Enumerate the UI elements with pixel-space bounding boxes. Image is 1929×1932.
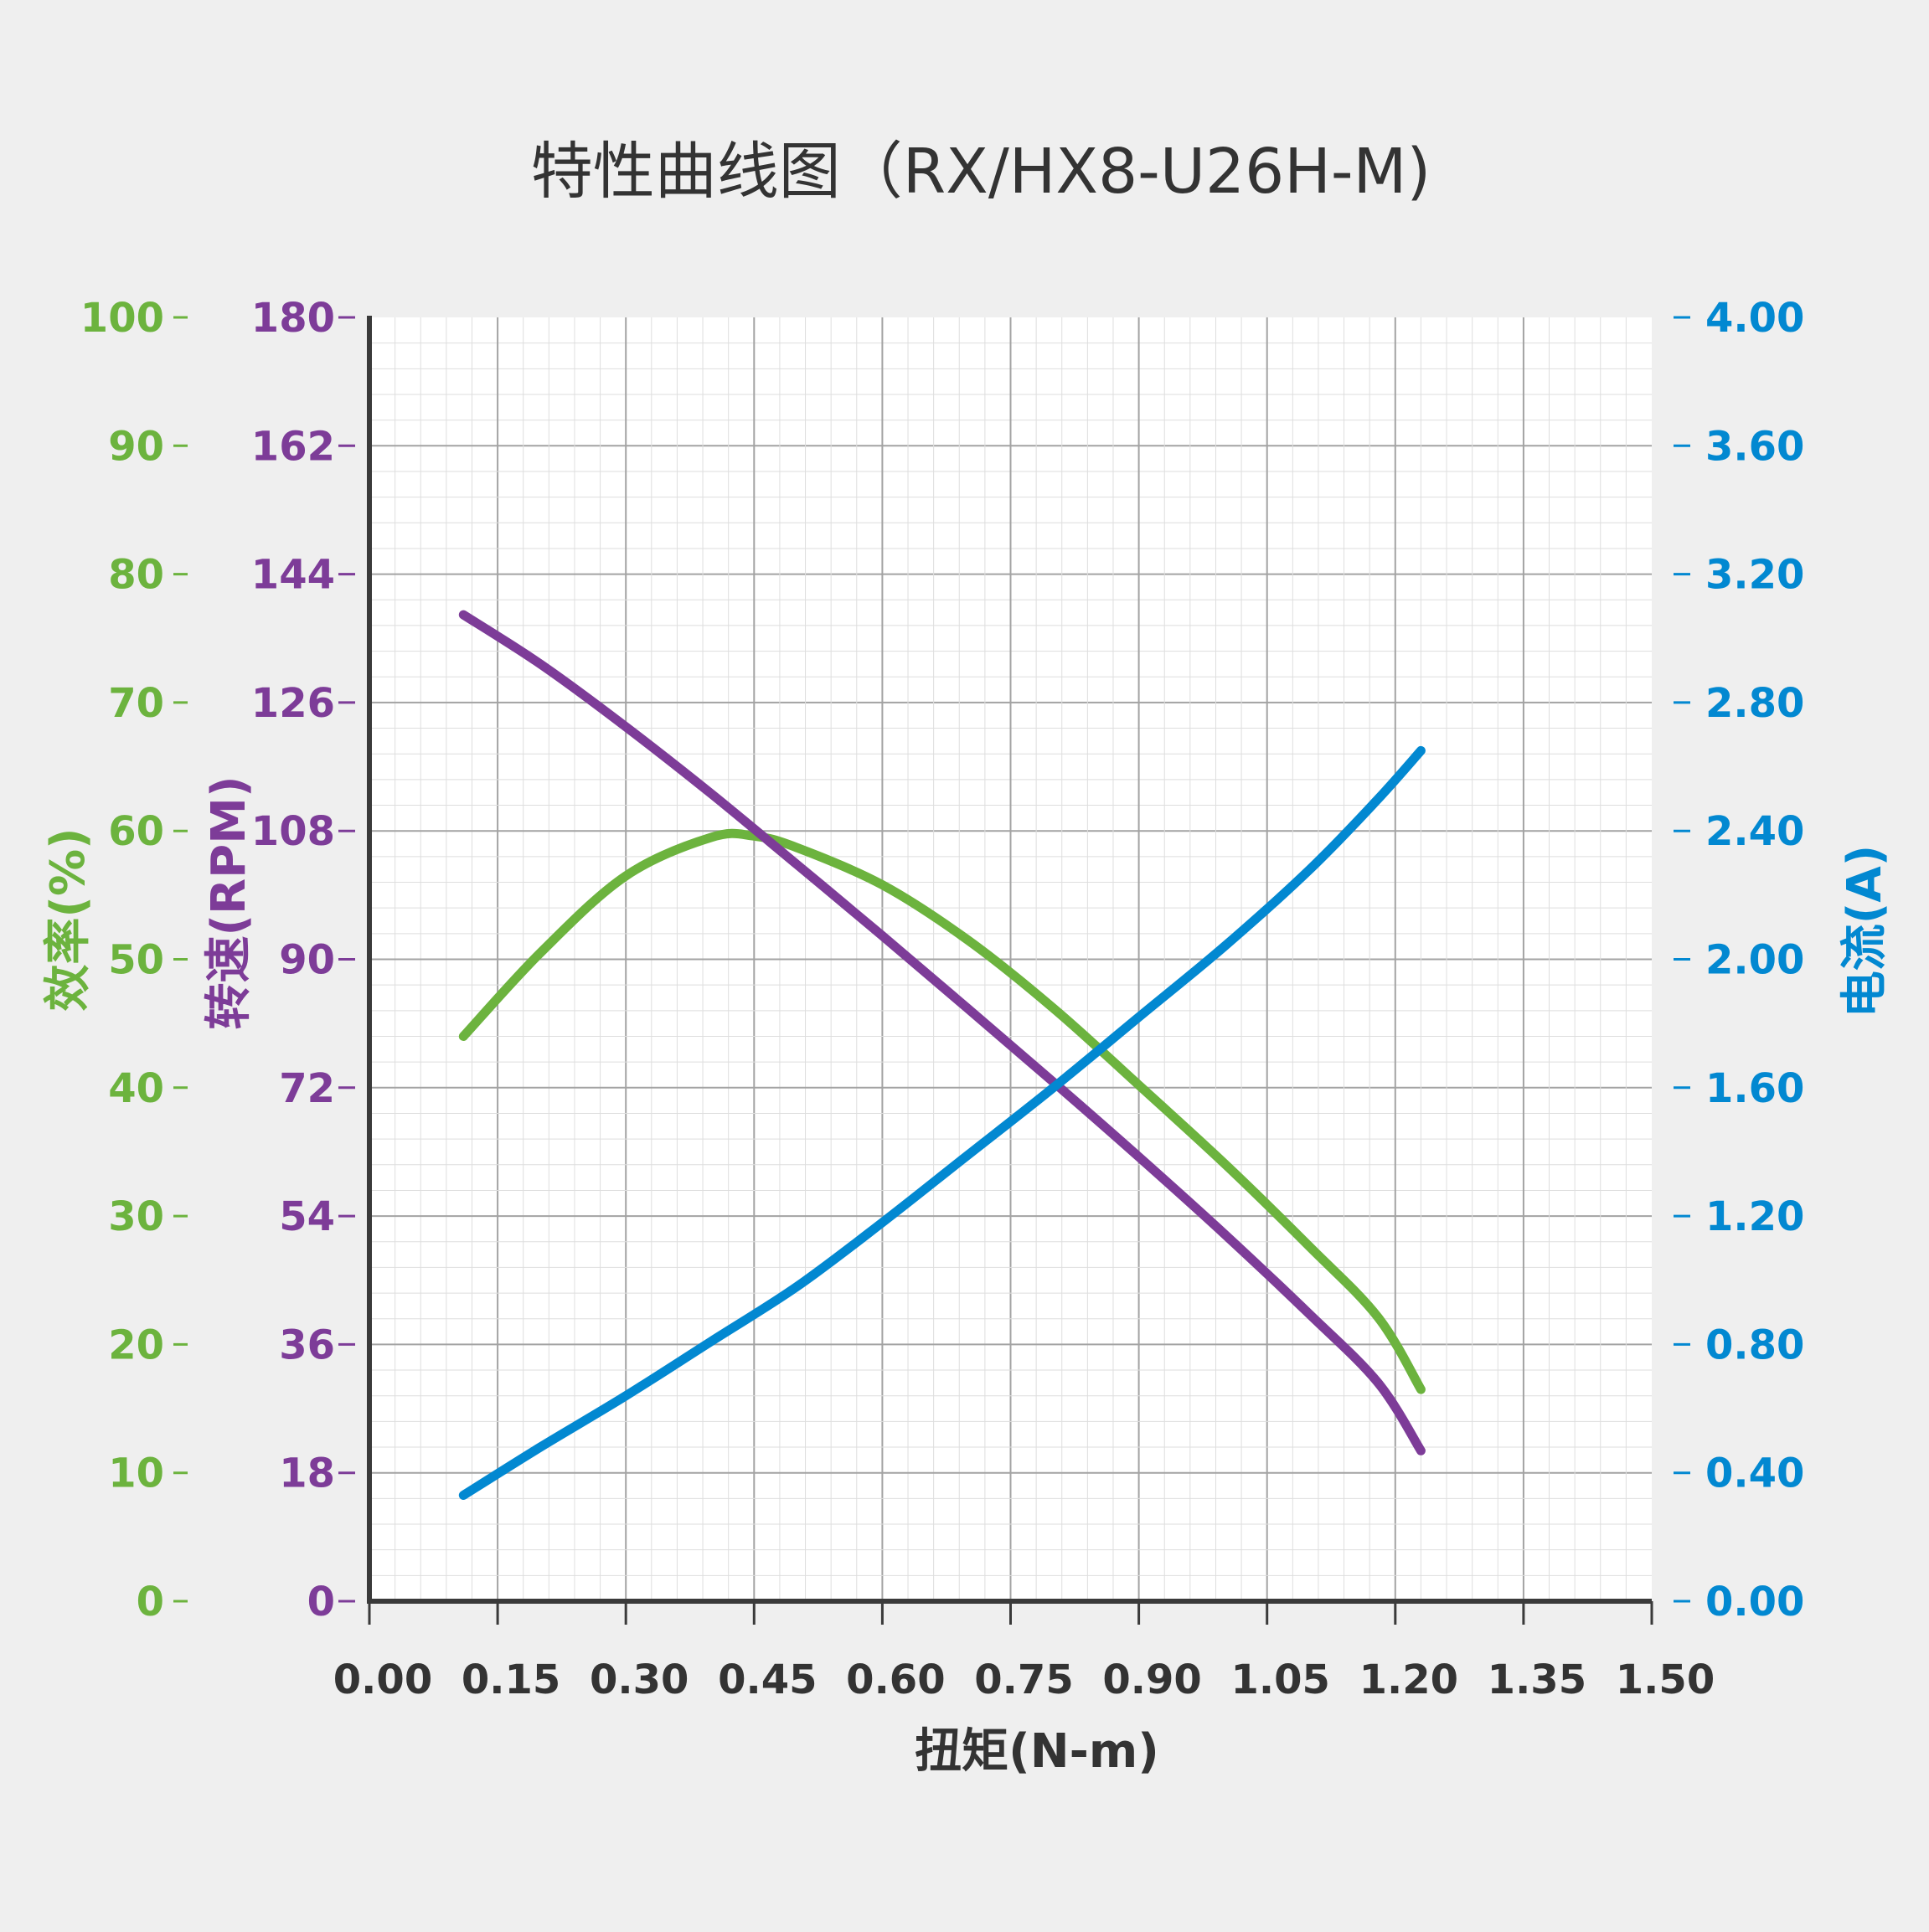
speed-tick-label: 18: [279, 1450, 335, 1497]
current-tick-label: 3.60: [1705, 423, 1804, 470]
current-tick-label: 2.00: [1705, 937, 1804, 984]
x-tick-label: 0.60: [846, 1656, 945, 1703]
efficiency-tick-label: 70: [108, 680, 164, 727]
current-series-line: [458, 745, 1426, 1500]
efficiency-tick-label: 90: [108, 423, 164, 470]
current-tick-label: 3.20: [1705, 552, 1804, 599]
x-tick-label: 0.15: [462, 1656, 560, 1703]
x-tick-label: 0.90: [1102, 1656, 1201, 1703]
current-tick-label: 0.40: [1705, 1450, 1804, 1497]
current-axis-title: 电流(A): [1838, 845, 1892, 1018]
efficiency-tick-label: 80: [108, 552, 164, 599]
chart-title: 特性曲线图（RX/HX8-U26H-M): [531, 136, 1431, 208]
x-tick-label: 1.50: [1616, 1656, 1715, 1703]
current-tick-label: 1.20: [1705, 1193, 1804, 1240]
x-tick-label: 0.75: [974, 1656, 1073, 1703]
x-axis-title: 扭矩(N-m): [915, 1724, 1159, 1779]
efficiency-tick-label: 10: [108, 1450, 164, 1497]
speed-tick-label: 162: [251, 423, 335, 470]
efficiency-series-line: [458, 828, 1426, 1394]
efficiency-axis-title: 效率(%): [41, 827, 95, 1011]
current-tick-label: 0.80: [1705, 1321, 1804, 1368]
grid: [369, 317, 1652, 1601]
x-tick-label: 1.05: [1230, 1656, 1329, 1703]
x-tick-label: 1.35: [1488, 1656, 1586, 1703]
x-tick-label: 0.00: [333, 1656, 432, 1703]
speed-tick-label: 144: [251, 552, 335, 599]
speed-tick-label: 126: [251, 680, 335, 727]
efficiency-tick-label: 50: [108, 937, 164, 984]
speed-tick-label: 90: [279, 937, 335, 984]
efficiency-tick-label: 0: [137, 1579, 164, 1625]
current-tick-label: 2.40: [1705, 808, 1804, 855]
x-tick-label: 0.30: [590, 1656, 689, 1703]
speed-series-line: [458, 610, 1426, 1455]
speed-tick-label: 72: [279, 1065, 335, 1112]
efficiency-tick-label: 100: [80, 295, 164, 342]
speed-axis-title: 转速(RPM): [202, 775, 256, 1029]
x-tick-label: 0.45: [718, 1656, 817, 1703]
speed-tick-label: 54: [279, 1193, 335, 1240]
efficiency-tick-label: 60: [108, 808, 164, 855]
efficiency-tick-label: 30: [108, 1193, 164, 1240]
efficiency-tick-label: 20: [108, 1321, 164, 1368]
axes: 0.00 0.15 0.30 0.45 0.60 0.75 0.90 1.05 1.20 1.35…: [80, 295, 1805, 1703]
speed-tick-label: 0: [307, 1579, 335, 1625]
current-tick-label: 2.80: [1705, 680, 1804, 727]
speed-tick-label: 180: [251, 295, 335, 342]
efficiency-tick-label: 40: [108, 1065, 164, 1112]
speed-tick-label: 108: [251, 808, 335, 855]
current-tick-label: 1.60: [1705, 1065, 1804, 1112]
speed-tick-label: 36: [279, 1321, 335, 1368]
current-tick-label: 4.00: [1705, 295, 1804, 342]
series-layer: [458, 610, 1426, 1500]
x-tick-label: 1.20: [1359, 1656, 1458, 1703]
current-tick-label: 0.00: [1705, 1579, 1804, 1625]
